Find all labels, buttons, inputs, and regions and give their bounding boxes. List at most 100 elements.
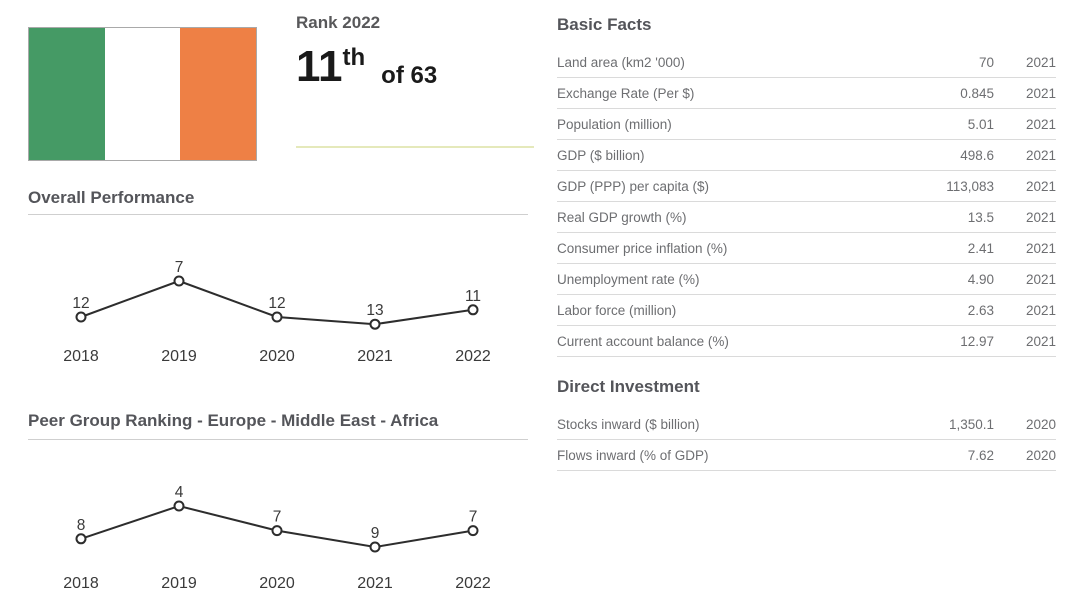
data-point-marker bbox=[271, 311, 283, 323]
table-row: Flows inward (% of GDP) 7.62 2020 bbox=[557, 440, 1056, 471]
data-point-marker bbox=[369, 318, 381, 330]
overall-performance-divider bbox=[28, 214, 528, 215]
x-axis-tick-label: 2019 bbox=[161, 348, 197, 365]
table-row: Population (million) 5.01 2021 bbox=[557, 109, 1056, 140]
x-axis-tick-label: 2021 bbox=[357, 348, 393, 365]
fact-label: Stocks inward ($ billion) bbox=[557, 416, 700, 432]
rank-accent-divider bbox=[296, 146, 534, 148]
table-row: GDP ($ billion) 498.6 2021 bbox=[557, 140, 1056, 171]
x-axis-tick-label: 2022 bbox=[455, 575, 491, 592]
fact-year: 2021 bbox=[1025, 209, 1056, 225]
rank-of-total: of 63 bbox=[381, 62, 438, 89]
fact-label: Exchange Rate (Per $) bbox=[557, 85, 695, 101]
data-point-label: 4 bbox=[175, 484, 184, 501]
x-axis-tick-label: 2021 bbox=[357, 575, 393, 592]
fact-year: 2021 bbox=[1025, 271, 1056, 287]
fact-value: 0.845 bbox=[960, 85, 994, 101]
data-point-label: 13 bbox=[366, 302, 383, 319]
basic-facts-section: Basic Facts Land area (km2 '000) 70 2021… bbox=[557, 14, 1056, 357]
table-row: Unemployment rate (%) 4.90 2021 bbox=[557, 264, 1056, 295]
fact-year: 2021 bbox=[1025, 116, 1056, 132]
x-axis-tick-label: 2020 bbox=[259, 348, 295, 365]
fact-label: Land area (km2 '000) bbox=[557, 54, 685, 70]
fact-year: 2021 bbox=[1025, 240, 1056, 256]
fact-label: Population (million) bbox=[557, 116, 672, 132]
fact-label: GDP (PPP) per capita ($) bbox=[557, 178, 710, 194]
peer-group-ranking-title: Peer Group Ranking - Europe - Middle Eas… bbox=[28, 411, 439, 430]
table-row: Labor force (million) 2.63 2021 bbox=[557, 295, 1056, 326]
fact-year: 2021 bbox=[1025, 302, 1056, 318]
direct-investment-table: Stocks inward ($ billion) 1,350.1 2020 F… bbox=[557, 409, 1056, 471]
x-axis-tick-label: 2020 bbox=[259, 575, 295, 592]
table-row: Real GDP growth (%) 13.5 2021 bbox=[557, 202, 1056, 233]
flag-stripe-orange bbox=[180, 28, 257, 160]
fact-value: 1,350.1 bbox=[948, 416, 994, 432]
fact-value: 12.97 bbox=[960, 333, 994, 349]
table-row: Consumer price inflation (%) 2.41 2021 bbox=[557, 233, 1056, 264]
basic-facts-table: Land area (km2 '000) 70 2021 Exchange Ra… bbox=[557, 47, 1056, 357]
x-axis-tick-label: 2019 bbox=[161, 575, 197, 592]
x-axis-tick-label: 2018 bbox=[63, 348, 99, 365]
data-point-marker bbox=[75, 311, 87, 323]
fact-label: Real GDP growth (%) bbox=[557, 209, 687, 225]
data-point-label: 7 bbox=[469, 509, 478, 526]
fact-label: Unemployment rate (%) bbox=[557, 271, 700, 287]
basic-facts-title: Basic Facts bbox=[557, 15, 652, 34]
fact-year: 2021 bbox=[1025, 54, 1056, 70]
fact-value: 7.62 bbox=[967, 447, 994, 463]
fact-label: GDP ($ billion) bbox=[557, 147, 645, 163]
fact-year: 2020 bbox=[1025, 416, 1056, 432]
x-axis-tick-label: 2018 bbox=[63, 575, 99, 592]
fact-label: Current account balance (%) bbox=[557, 333, 729, 349]
fact-value: 4.90 bbox=[967, 271, 994, 287]
data-point-marker bbox=[369, 541, 381, 553]
rank-ordinal-suffix: th bbox=[342, 44, 366, 71]
fact-value: 2.63 bbox=[967, 302, 994, 318]
fact-year: 2021 bbox=[1025, 333, 1056, 349]
table-row: Stocks inward ($ billion) 1,350.1 2020 bbox=[557, 409, 1056, 440]
flag-stripe-green bbox=[29, 28, 105, 160]
peer-group-ranking-divider bbox=[28, 439, 528, 440]
table-row: GDP (PPP) per capita ($) 113,083 2021 bbox=[557, 171, 1056, 202]
fact-value: 5.01 bbox=[967, 116, 994, 132]
fact-year: 2021 bbox=[1025, 85, 1056, 101]
data-point-label: 11 bbox=[465, 288, 481, 305]
data-point-label: 12 bbox=[72, 295, 89, 312]
direct-investment-title: Direct Investment bbox=[557, 377, 700, 396]
fact-year: 2021 bbox=[1025, 147, 1056, 163]
fact-label: Labor force (million) bbox=[557, 302, 677, 318]
data-point-marker bbox=[467, 304, 479, 316]
data-point-marker bbox=[173, 275, 185, 287]
table-row: Land area (km2 '000) 70 2021 bbox=[557, 47, 1056, 78]
fact-value: 70 bbox=[978, 54, 994, 70]
table-row: Current account balance (%) 12.97 2021 bbox=[557, 326, 1056, 357]
rank-block: Rank 2022 11th of 63 bbox=[296, 13, 536, 89]
data-point-label: 7 bbox=[273, 509, 282, 526]
table-row: Exchange Rate (Per $) 0.845 2021 bbox=[557, 78, 1056, 109]
overall-performance-chart: 12 2018 7 2019 12 2020 13 2021 11 2022 bbox=[63, 259, 491, 365]
rank-number: 11 bbox=[296, 42, 343, 91]
flag-stripe-white bbox=[104, 28, 181, 160]
fact-year: 2020 bbox=[1025, 447, 1056, 463]
data-point-marker bbox=[467, 525, 479, 537]
fact-value: 498.6 bbox=[960, 147, 994, 163]
rank-value-row: 11th of 63 bbox=[296, 42, 536, 91]
data-point-marker bbox=[173, 500, 185, 512]
overall-performance-title: Overall Performance bbox=[28, 188, 195, 207]
fact-value: 13.5 bbox=[967, 209, 994, 225]
fact-value: 2.41 bbox=[967, 240, 994, 256]
data-point-label: 12 bbox=[268, 295, 285, 312]
rank-year-label: Rank 2022 bbox=[296, 13, 381, 32]
fact-label: Flows inward (% of GDP) bbox=[557, 447, 709, 463]
data-point-label: 8 bbox=[77, 517, 86, 534]
direct-investment-section: Direct Investment Stocks inward ($ billi… bbox=[557, 376, 1056, 471]
data-point-label: 7 bbox=[175, 259, 184, 276]
peer-group-ranking-chart: 8 2018 4 2019 7 2020 9 2021 7 2022 bbox=[63, 484, 491, 592]
ireland-flag bbox=[28, 27, 257, 161]
fact-label: Consumer price inflation (%) bbox=[557, 240, 728, 256]
x-axis-tick-label: 2022 bbox=[455, 348, 491, 365]
data-point-marker bbox=[75, 533, 87, 545]
fact-value: 113,083 bbox=[946, 178, 994, 194]
fact-year: 2021 bbox=[1025, 178, 1056, 194]
data-point-marker bbox=[271, 525, 283, 537]
